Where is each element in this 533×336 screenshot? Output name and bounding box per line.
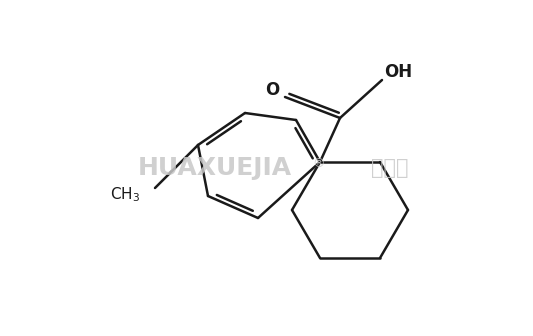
Text: O: O (265, 81, 279, 99)
Text: ®: ® (312, 158, 324, 170)
Text: HUAXUEJIA: HUAXUEJIA (138, 156, 292, 180)
Text: OH: OH (384, 63, 412, 81)
Text: 化学加: 化学加 (372, 158, 409, 178)
Text: CH$_3$: CH$_3$ (110, 186, 140, 204)
